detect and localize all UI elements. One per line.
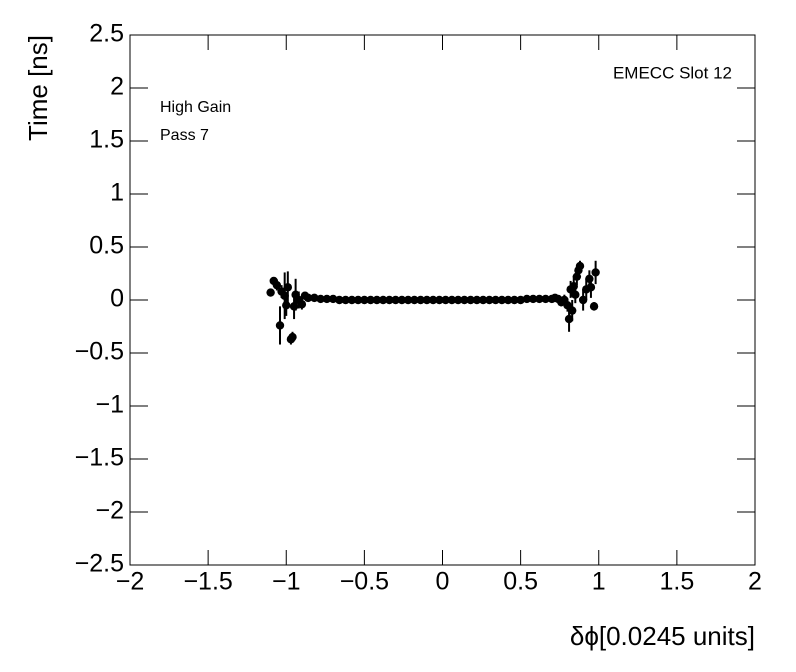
data-point [571,290,580,299]
data-point [403,295,413,305]
y-axis-label: Time [ns] [23,35,53,141]
data-point [275,321,285,330]
x-tick-label: −1.5 [183,568,232,596]
data-point [310,293,319,303]
y-tick-label: −1.5 [75,444,124,472]
x-tick-label: 1 [592,568,606,596]
data-point [453,295,463,305]
data-point [516,295,525,305]
data-point [410,295,419,305]
data-point [428,295,438,305]
data-point [535,294,544,304]
y-tick-label: −2.5 [75,550,124,578]
x-axis-label: δϕ[0.0245 units] [570,621,755,651]
data-point [447,295,457,305]
data-point [347,295,357,305]
data-point [316,294,325,304]
data-point [435,295,444,305]
data-point [441,295,450,305]
data-point [288,332,297,342]
data-point [575,261,585,271]
y-tick-label: 2.5 [89,20,124,48]
data-point [372,295,382,305]
data-point [567,306,577,315]
data-point [466,295,475,305]
data-point [282,301,291,310]
data-point [422,295,432,305]
x-tick-label: 0.5 [503,568,538,596]
y-tick-label: 1.5 [89,126,124,154]
data-point [485,295,494,305]
y-tick-label: −0.5 [75,338,124,366]
annotation: High Gain [160,99,231,116]
data-point [335,295,344,305]
data-point [591,268,600,277]
data-point [266,288,275,297]
data-point [478,295,488,305]
x-tick-label: −0.5 [340,568,389,596]
y-tick-label: 2 [110,73,124,101]
data-point [491,295,500,305]
data-point [503,295,513,305]
x-tick-label: −1 [272,568,301,596]
data-point [528,294,538,304]
data-point [341,295,350,305]
data-point [589,302,599,311]
data-point [328,294,338,304]
y-tick-label: −1 [95,391,124,419]
annotation: Pass 7 [160,127,209,144]
x-tick-label: 0 [436,568,450,596]
data-point [353,295,363,305]
data-point [360,295,369,305]
data-point [283,283,293,292]
data-point [510,295,519,305]
data-point [541,294,550,304]
x-tick-label: 2 [748,568,762,596]
x-tick-label: 1.5 [659,568,694,596]
data-point [585,274,594,283]
y-tick-label: 0.5 [89,232,124,260]
data-point [472,295,482,305]
data-point [378,295,388,305]
data-point [322,294,332,304]
data-point [578,295,588,305]
y-tick-label: −2 [95,497,124,525]
y-tick-label: 0 [110,285,124,313]
data-point [303,293,313,303]
data-point [586,283,596,292]
chart-title: EMECC Slot 12 [613,63,732,82]
data-point [391,295,400,305]
data-point [497,295,507,305]
x-tick-label: −2 [116,568,145,596]
data-point [460,295,469,305]
data-point [385,295,394,305]
data-point [522,294,532,304]
data-point [416,295,425,305]
data-point [366,295,375,305]
y-tick-label: 1 [110,179,124,207]
data-point [397,295,407,305]
data-point [564,314,574,324]
data-point [272,280,282,290]
data-point [297,300,307,309]
